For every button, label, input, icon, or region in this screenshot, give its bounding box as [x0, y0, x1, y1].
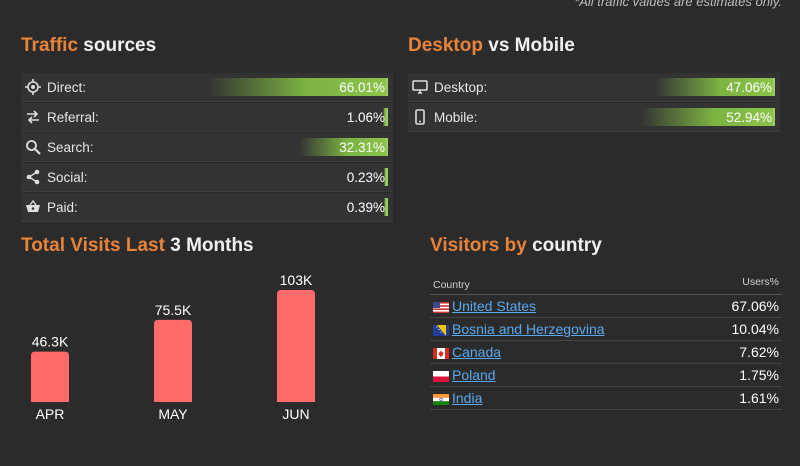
traffic-source-percentage-bar: [384, 168, 388, 186]
device-percentage-bar: [655, 78, 775, 96]
device-title: Desktop vs Mobile: [408, 35, 575, 57]
traffic-source-percentage-bar: [384, 198, 388, 216]
traffic-sources-list: Direct: 66.01% Referral: 1.06% Search: 32.31%…: [21, 73, 393, 223]
traffic-title-rest: sources: [78, 35, 157, 56]
device-title-rest: vs Mobile: [482, 35, 575, 56]
country-users-value: 1.61%: [739, 390, 779, 406]
traffic-source-label: Paid:: [47, 200, 78, 215]
traffic-source-value: 1.06%: [346, 110, 385, 125]
traffic-source-row: Direct: 66.01%: [21, 73, 393, 102]
traffic-source-value: 0.39%: [346, 200, 385, 215]
traffic-sources-title: Traffic sources: [21, 35, 156, 57]
country-row: Bosnia and Herzegovina 10.04%: [430, 318, 782, 341]
country-row: India 1.61%: [430, 387, 782, 410]
in-flag-icon: [433, 392, 449, 405]
visits-month-label: APR: [36, 406, 65, 422]
traffic-source-label: Direct:: [47, 80, 87, 95]
device-list: Desktop: 47.06% Mobile: 52.94%: [408, 73, 780, 133]
phone-icon: [412, 109, 428, 125]
country-title-accent: Visitors by: [430, 235, 527, 256]
country-row: United States 67.06%: [430, 295, 782, 318]
device-value: 47.06%: [726, 80, 772, 95]
visits-bar-may: [154, 319, 192, 402]
traffic-source-label: Search:: [47, 140, 94, 155]
country-row: Canada 7.62%: [430, 341, 782, 364]
visits-month-label: MAY: [158, 406, 188, 422]
device-value: 52.94%: [726, 110, 772, 125]
country-column-header: Country: [433, 279, 470, 291]
estimates-note: *All traffic values are estimates only.: [574, 0, 782, 9]
visits-data-label: 103K: [280, 272, 313, 288]
traffic-source-percentage-bar: [207, 78, 388, 96]
visits-data-label: 75.5K: [155, 302, 192, 318]
country-users-value: 1.75%: [739, 367, 779, 383]
country-title-rest: country: [526, 235, 602, 256]
ca-flag-icon: [433, 346, 449, 359]
visits-title-accent: Total Visits Last: [21, 235, 165, 256]
traffic-source-label: Referral:: [47, 110, 99, 125]
traffic-title-accent: Traffic: [21, 35, 79, 56]
total-visits-title: Total Visits Last 3 Months: [21, 235, 254, 257]
country-users-value: 67.06%: [731, 298, 779, 314]
country-link[interactable]: India: [452, 390, 483, 406]
users-column-header: Users%: [742, 276, 779, 288]
traffic-source-value: 0.23%: [346, 170, 385, 185]
country-link[interactable]: Canada: [452, 344, 502, 360]
us-flag-icon: [433, 300, 449, 313]
traffic-source-value: 66.01%: [339, 80, 385, 95]
share-icon: [25, 169, 41, 185]
country-table: Country Users% United States 67.06% Bosnia…: [430, 276, 782, 410]
swap-arrows-icon: [25, 109, 41, 125]
traffic-source-percentage-bar: [298, 138, 388, 156]
visits-bar-jun: [277, 290, 315, 402]
ba-flag-icon: [433, 323, 449, 336]
traffic-source-percentage-bar: [383, 108, 388, 126]
device-row: Mobile: 52.94%: [408, 103, 780, 132]
device-percentage-bar: [640, 108, 775, 126]
device-label: Mobile:: [434, 110, 478, 125]
total-visits-chart: 46.3K APR 75.5K MAY 103K JUN: [31, 272, 315, 422]
country-link[interactable]: Bosnia and Herzegovina: [452, 321, 605, 337]
country-row: Poland 1.75%: [430, 364, 782, 387]
visits-title-rest: 3 Months: [164, 235, 254, 256]
traffic-source-value: 32.31%: [339, 140, 385, 155]
country-table-header: Country Users%: [430, 276, 782, 295]
country-link[interactable]: United States: [452, 298, 537, 314]
basket-icon: [25, 199, 41, 215]
device-title-accent: Desktop: [408, 35, 483, 56]
monitor-icon: [412, 79, 428, 95]
device-row: Desktop: 47.06%: [408, 73, 780, 102]
traffic-source-label: Social:: [47, 170, 88, 185]
visitors-country-title: Visitors by country: [430, 235, 602, 257]
country-users-value: 7.62%: [739, 344, 779, 360]
target-icon: [25, 79, 41, 95]
pl-flag-icon: [433, 369, 449, 382]
traffic-source-row: Referral: 1.06%: [21, 103, 393, 132]
country-link[interactable]: Poland: [452, 367, 496, 383]
country-users-value: 10.04%: [731, 321, 779, 337]
visits-month-label: JUN: [282, 406, 309, 422]
traffic-source-row: Social: 0.23%: [21, 163, 393, 192]
visits-data-label: 46.3K: [32, 334, 69, 350]
device-label: Desktop:: [434, 80, 488, 95]
traffic-source-row: Search: 32.31%: [21, 133, 393, 162]
visits-bar-apr: [31, 351, 69, 402]
traffic-source-row: Paid: 0.39%: [21, 193, 393, 222]
search-icon: [25, 139, 41, 155]
